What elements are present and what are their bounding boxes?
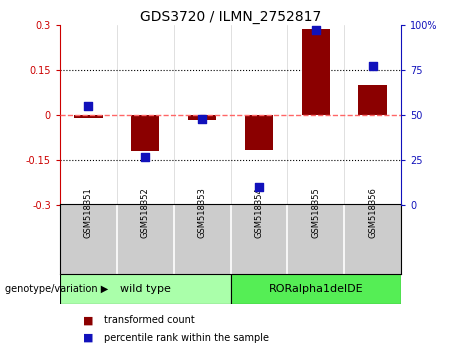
Text: RORalpha1delDE: RORalpha1delDE — [268, 284, 363, 295]
Title: GDS3720 / ILMN_2752817: GDS3720 / ILMN_2752817 — [140, 10, 321, 24]
Bar — [230, 274, 401, 304]
Point — [85, 103, 92, 109]
Bar — [188, 115, 216, 120]
Text: GSM518355: GSM518355 — [311, 187, 320, 238]
Bar — [74, 115, 102, 118]
Point — [312, 27, 319, 33]
Bar — [358, 85, 387, 115]
Text: GSM518354: GSM518354 — [254, 187, 263, 238]
Text: genotype/variation ▶: genotype/variation ▶ — [5, 284, 108, 295]
Point — [198, 116, 206, 121]
Point — [142, 154, 149, 159]
Point — [369, 63, 376, 69]
Text: wild type: wild type — [120, 284, 171, 295]
Text: GSM518352: GSM518352 — [141, 187, 150, 238]
Bar — [131, 115, 160, 151]
Text: transformed count: transformed count — [104, 315, 195, 325]
Text: ■: ■ — [83, 333, 94, 343]
Text: GSM518356: GSM518356 — [368, 187, 377, 238]
Bar — [60, 274, 230, 304]
Point — [255, 184, 263, 190]
Text: ■: ■ — [83, 315, 94, 325]
Text: percentile rank within the sample: percentile rank within the sample — [104, 333, 269, 343]
Bar — [301, 29, 330, 115]
Text: GSM518351: GSM518351 — [84, 187, 93, 238]
Bar — [245, 115, 273, 150]
Text: GSM518353: GSM518353 — [198, 187, 207, 238]
